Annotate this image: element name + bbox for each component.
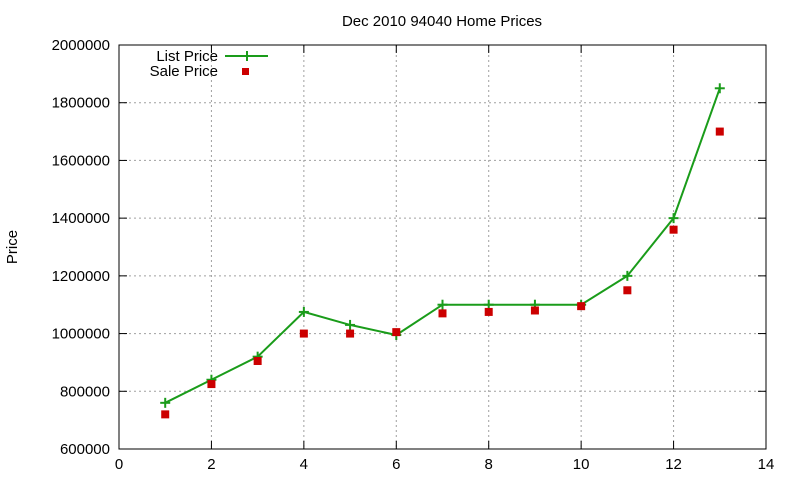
data-point-list-price [714, 83, 725, 94]
data-point-list-price [668, 213, 679, 224]
series-line-list-price [164, 87, 721, 404]
y-tick-label: 800000 [60, 383, 110, 400]
y-tick-label: 1800000 [52, 95, 110, 112]
y-tick-label: 1400000 [52, 210, 110, 227]
data-point-sale-price [623, 286, 632, 295]
data-point-list-price [298, 306, 309, 317]
legend-label-list-price: List Price [156, 48, 218, 65]
axis-ticks: 0 2 4 6 8 10 12 14 600000 800000 1000000 1200000 140… [52, 37, 775, 473]
data-point-list-price [345, 319, 356, 330]
legend-marker-list-price [242, 51, 252, 61]
data-point-list-price [437, 299, 448, 310]
y-tick-label: 1200000 [52, 268, 110, 285]
chart-title: Dec 2010 94040 Home Prices [342, 13, 542, 30]
x-tick-label: 6 [392, 456, 400, 473]
x-tick-label: 10 [573, 456, 590, 473]
data-point-sale-price [484, 307, 493, 316]
data-point-sale-price [438, 309, 447, 318]
data-point-sale-price [253, 356, 262, 365]
legend: List Price Sale Price [150, 48, 268, 80]
data-point-list-price [160, 397, 171, 408]
data-point-sale-price [669, 225, 678, 234]
data-point-sale-price [299, 329, 308, 338]
data-point-sale-price [207, 380, 216, 389]
data-point-sale-price [161, 410, 170, 419]
grid-lines [119, 45, 766, 449]
x-tick-label: 8 [485, 456, 493, 473]
data-point-list-price [622, 270, 633, 281]
plot-frame [118, 44, 767, 450]
x-tick-label: 4 [300, 456, 308, 473]
y-tick-label: 1000000 [52, 326, 110, 343]
y-tick-label: 1600000 [52, 152, 110, 169]
data-point-sale-price [392, 328, 401, 337]
legend-marker-sale-price [242, 68, 249, 75]
y-axis-label: Price [4, 230, 21, 264]
x-tick-label: 14 [758, 456, 775, 473]
x-tick-label: 12 [665, 456, 682, 473]
series-layer [160, 83, 725, 419]
y-tick-label: 2000000 [52, 37, 110, 54]
data-point-sale-price [715, 127, 724, 136]
y-tick-label: 600000 [60, 441, 110, 458]
data-point-sale-price [346, 329, 355, 338]
data-point-sale-price [577, 302, 586, 311]
x-tick-label: 2 [207, 456, 215, 473]
data-point-sale-price [530, 306, 539, 315]
legend-label-sale-price: Sale Price [150, 63, 218, 80]
x-tick-label: 0 [115, 456, 123, 473]
